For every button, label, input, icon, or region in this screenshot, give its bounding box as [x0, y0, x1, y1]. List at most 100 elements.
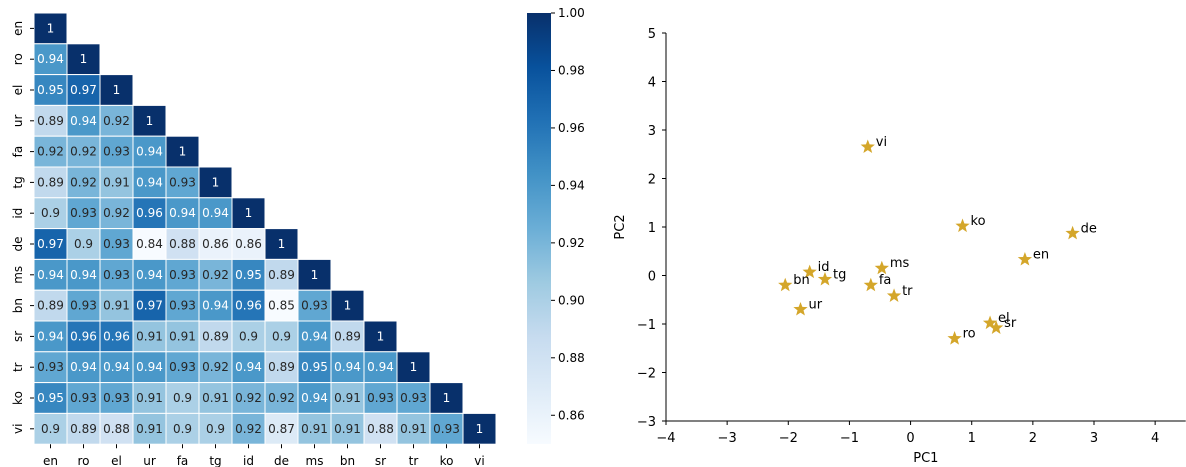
heatmap-xtick-label: vi — [474, 454, 484, 467]
heatmap-value-bn-ms: 0.93 — [301, 299, 328, 313]
heatmap-ytick-label: ro — [11, 53, 25, 65]
scatter-xtick-label: −2 — [779, 431, 798, 446]
heatmap-value-ur-ur: 1 — [146, 114, 154, 128]
heatmap-xtick-label: id — [243, 454, 254, 467]
heatmap-value-fa-ur: 0.94 — [136, 145, 163, 159]
heatmap-value-tr-bn: 0.94 — [334, 360, 361, 374]
heatmap-value-fa-en: 0.92 — [37, 145, 64, 159]
heatmap-value-fa-ro: 0.92 — [70, 145, 97, 159]
scatter-point-label-el: el — [998, 311, 1010, 326]
heatmap-cell-vi-id — [231, 412, 266, 445]
heatmap-value-tr-ur: 0.94 — [136, 360, 163, 374]
heatmap-cell-de-en — [33, 228, 68, 260]
heatmap-value-ms-ur: 0.94 — [136, 268, 163, 282]
heatmap-cell-tg-ur — [132, 166, 167, 199]
scatter-point-label-tr: tr — [902, 284, 913, 299]
heatmap-value-sr-de: 0.9 — [272, 329, 291, 343]
heatmap-value-vi-ro: 0.89 — [70, 422, 97, 436]
heatmap-value-ko-tr: 0.93 — [400, 391, 427, 405]
heatmap-value-ko-ur: 0.91 — [136, 391, 163, 405]
heatmap-value-vi-de: 0.87 — [268, 422, 295, 436]
scatter-point-label-bn: bn — [793, 273, 810, 288]
heatmap-value-sr-en: 0.94 — [37, 329, 64, 343]
heatmap-ytick-label: fa — [11, 146, 25, 158]
heatmap-cell-ko-bn — [330, 382, 365, 414]
heatmap-value-tr-id: 0.94 — [235, 360, 262, 374]
heatmap-cell-vi-tr — [396, 412, 431, 445]
heatmap-value-ko-ko: 1 — [443, 391, 451, 405]
heatmap-value-ko-de: 0.92 — [268, 391, 295, 405]
heatmap-cell-ko-sr — [363, 382, 398, 414]
heatmap-cell-bn-el — [99, 289, 134, 322]
scatter-point-label-fa: fa — [879, 273, 892, 288]
heatmap-ytick-label: ko — [11, 391, 25, 405]
heatmap-cell-id-ro — [66, 197, 101, 230]
heatmap-xtick-label: ko — [440, 454, 454, 467]
heatmap-value-sr-tg: 0.89 — [202, 329, 229, 343]
heatmap-cell-vi-de — [264, 412, 299, 445]
heatmap-value-ko-fa: 0.9 — [173, 391, 192, 405]
heatmap-value-ko-id: 0.92 — [235, 391, 262, 405]
heatmap-cell-bn-fa — [165, 289, 200, 322]
heatmap-value-en-en: 1 — [47, 21, 55, 35]
heatmap-value-tg-ro: 0.92 — [70, 175, 97, 189]
heatmap-value-de-de: 1 — [278, 237, 286, 251]
heatmap-value-ko-tg: 0.91 — [202, 391, 229, 405]
heatmap-cell-de-de — [264, 228, 299, 260]
heatmap-ytick-label: ur — [11, 114, 25, 127]
heatmap-value-ms-ms: 1 — [311, 268, 319, 282]
scatter-point-ko — [955, 218, 970, 233]
scatter-point-de — [1065, 225, 1080, 240]
heatmap-cell-vi-sr — [363, 412, 398, 445]
heatmap-value-tg-el: 0.91 — [103, 175, 130, 189]
heatmap-value-ur-ro: 0.94 — [70, 114, 97, 128]
heatmap-value-sr-ur: 0.91 — [136, 329, 163, 343]
scatter-xtick-label: 4 — [1151, 431, 1159, 446]
heatmap-cell-tr-ms — [297, 351, 332, 384]
heatmap-cell-tr-ro — [66, 351, 101, 384]
heatmap-cell-bn-ur — [132, 289, 167, 322]
scatter-point-ms — [874, 260, 889, 275]
heatmap-value-ko-bn: 0.91 — [334, 391, 361, 405]
scatter-point-label-ur: ur — [809, 297, 823, 312]
heatmap-ytick-label: bn — [11, 298, 25, 313]
scatter-point-label-sr: sr — [1004, 316, 1017, 331]
heatmap-value-ro-en: 0.94 — [37, 52, 64, 66]
heatmap-cell-sr-ur — [132, 320, 167, 353]
heatmap-value-id-en: 0.9 — [41, 206, 60, 220]
scatter-x-axis-label: PC1 — [913, 451, 938, 466]
heatmap-value-fa-el: 0.93 — [103, 145, 130, 159]
heatmap-value-bn-de: 0.85 — [268, 299, 295, 313]
heatmap-cell-ko-ko — [429, 382, 464, 414]
heatmap-value-bn-tg: 0.94 — [202, 299, 229, 313]
colorbar-tick-label: 0.94 — [558, 178, 585, 192]
scatter-point-en — [1017, 252, 1033, 266]
heatmap-value-sr-bn: 0.89 — [334, 329, 361, 343]
heatmap-value-tr-fa: 0.93 — [169, 360, 196, 374]
heatmap-value-id-fa: 0.94 — [169, 206, 196, 220]
heatmap-cell-sr-en — [33, 320, 68, 353]
heatmap-cell-tr-id — [231, 351, 266, 384]
heatmap-cell-bn-ms — [297, 289, 332, 322]
scatter-xtick-label: 1 — [968, 431, 976, 446]
heatmap-xtick-label: tg — [209, 454, 221, 467]
heatmap-cell-vi-ur — [132, 412, 167, 445]
scatter-ytick-label: 3 — [648, 124, 656, 139]
heatmap-value-bn-el: 0.91 — [103, 299, 130, 313]
heatmap-cell-tr-sr — [363, 351, 398, 384]
colorbar-tick-label: 0.96 — [558, 121, 585, 135]
colorbar-tick-label: 0.92 — [558, 236, 585, 250]
scatter-point-el — [982, 315, 998, 330]
heatmap-cell-ko-el — [99, 382, 134, 414]
heatmap-value-vi-sr: 0.88 — [367, 422, 394, 436]
heatmap-ytick-label: sr — [11, 331, 25, 342]
scatter-point-label-ms: ms — [890, 256, 910, 271]
heatmap-value-ko-ro: 0.93 — [70, 391, 97, 405]
scatter-ytick-label: −2 — [637, 367, 656, 382]
heatmap-value-el-ro: 0.97 — [70, 83, 97, 97]
heatmap-value-id-id: 1 — [245, 206, 253, 220]
scatter-xtick-label: −1 — [840, 431, 859, 446]
scatter-point-tr — [886, 288, 902, 302]
scatter-xtick-label: −4 — [656, 431, 675, 446]
scatter-point-label-en: en — [1033, 247, 1049, 262]
